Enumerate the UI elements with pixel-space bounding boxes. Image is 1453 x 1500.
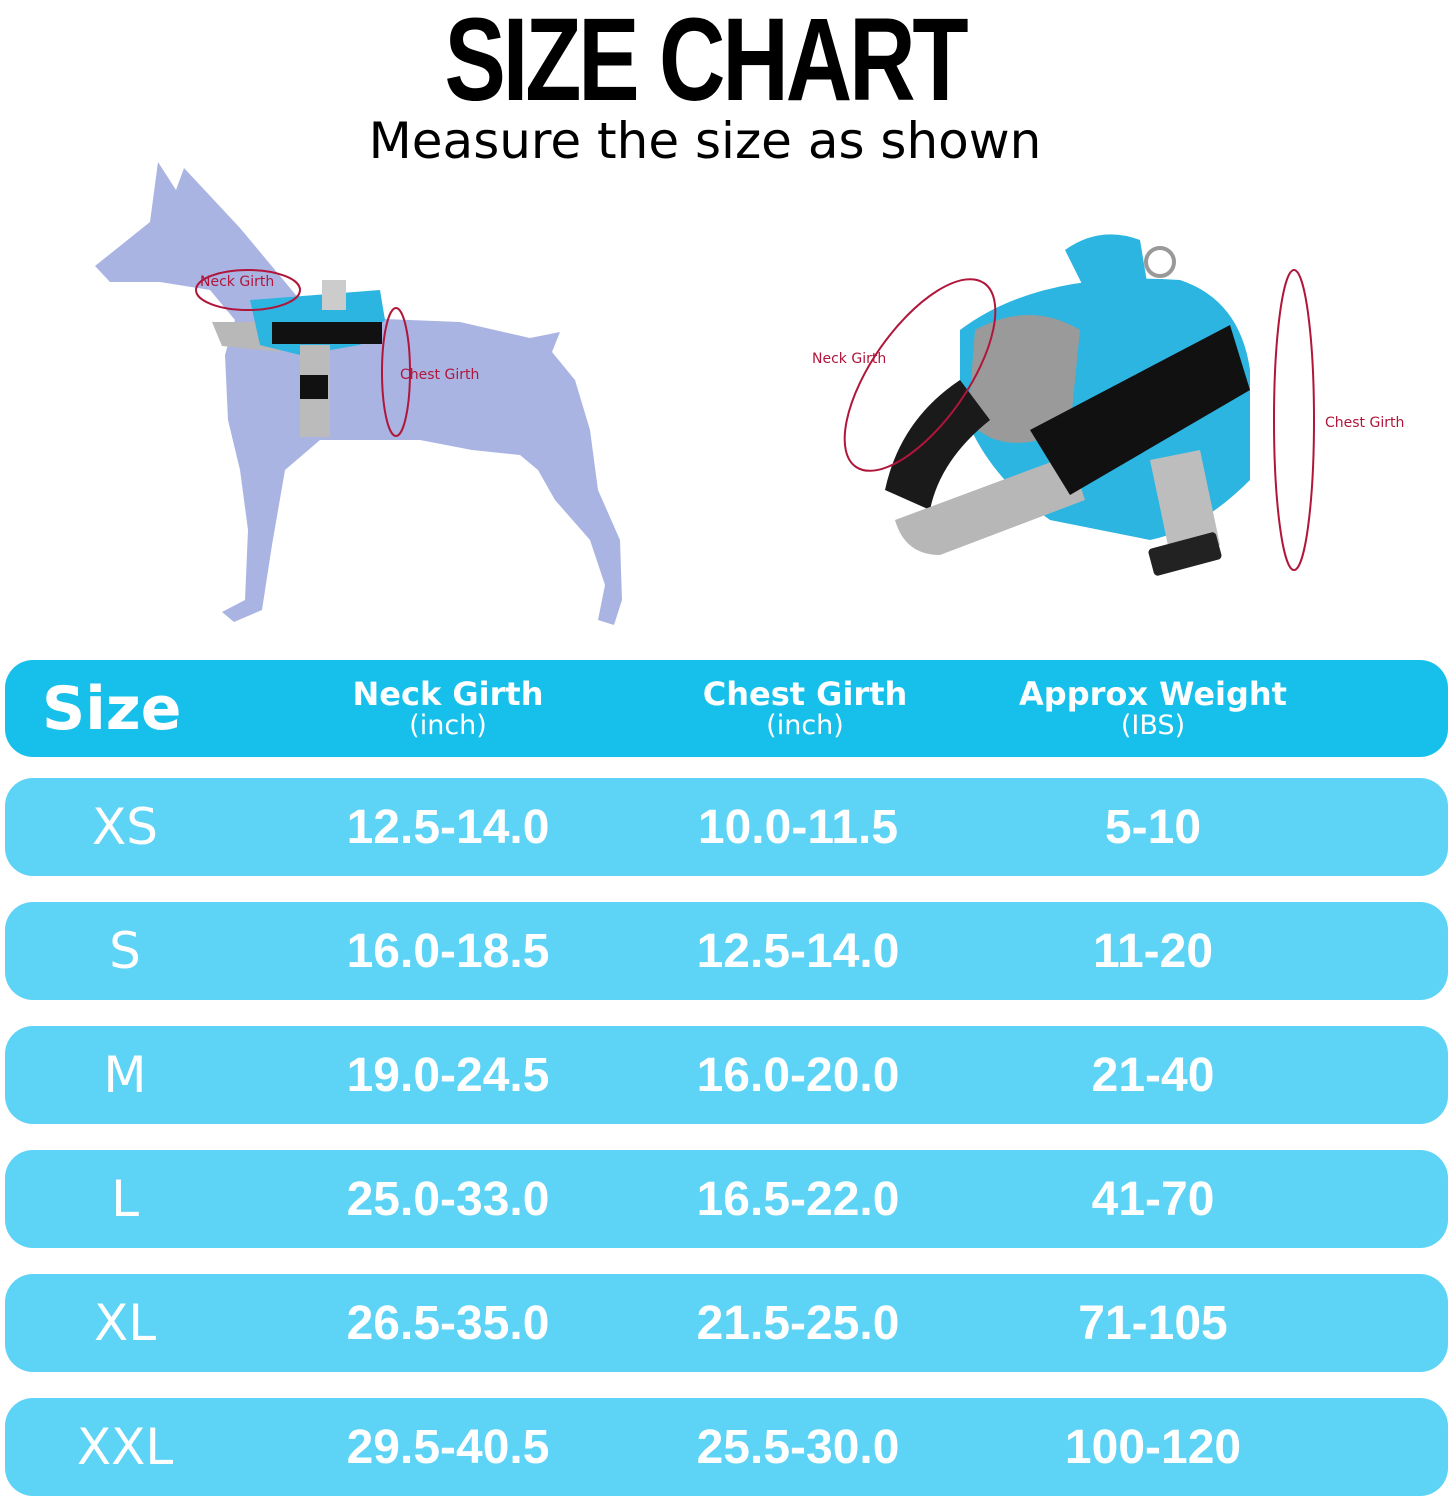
harness-neck-girth-label: Neck Girth [812, 351, 886, 367]
header-chest-girth-unit: (inch) [766, 709, 844, 741]
weight-cell: 71-105 [1078, 1296, 1228, 1350]
dog-figure: Neck Girth Chest Girth [95, 162, 622, 625]
chest-girth-cell: 10.0-11.5 [697, 800, 899, 854]
table-row: XS 12.5-14.0 10.0-11.5 5-10 [5, 778, 1448, 876]
harness-neck-band [885, 380, 990, 510]
measurement-illustrations: Neck Girth Chest Girth Neck Girth Chest … [95, 162, 1404, 625]
dog-chest-girth-label: Chest Girth [400, 367, 479, 383]
size-cell: XXL [76, 1418, 174, 1476]
neck-girth-measure-line [195, 269, 301, 311]
harness-figure: Neck Girth Chest Girth [812, 234, 1404, 576]
header-neck-girth: Neck Girth (inch) [353, 660, 544, 757]
table-row: M 19.0-24.5 16.0-20.0 21-40 [5, 1026, 1448, 1124]
table-row: XXL 29.5-40.5 25.5-30.0 100-120 [5, 1398, 1448, 1496]
weight-cell: 11-20 [1092, 924, 1214, 978]
weight-cell: 100-120 [1064, 1420, 1242, 1474]
harness-reflective-band [895, 455, 1085, 555]
weight-cell: 41-70 [1091, 1172, 1215, 1226]
harness-chest-measure-line [1273, 269, 1315, 571]
harness-mesh-pad [968, 315, 1080, 443]
table-header: Size Neck Girth (inch) Chest Girth (inch… [5, 660, 1448, 757]
harness-velcro-strap [1030, 325, 1250, 495]
size-cell: XS [92, 798, 158, 856]
header-chest-girth-label: Chest Girth [702, 674, 908, 713]
size-cell: S [109, 922, 141, 980]
weight-cell: 5-10 [1104, 800, 1202, 854]
table-row: L 25.0-33.0 16.5-22.0 41-70 [5, 1150, 1448, 1248]
page-subtitle: Measure the size as shown [368, 112, 1042, 170]
harness-side-strap [1150, 450, 1220, 555]
weight-cell: 21-40 [1091, 1048, 1215, 1102]
harness-neck-measure-line [843, 278, 997, 472]
size-cell: L [111, 1170, 139, 1228]
header-chest-girth: Chest Girth (inch) [703, 660, 908, 757]
header-approx-weight-label: Approx Weight [1019, 674, 1287, 713]
neck-girth-cell: 16.0-18.5 [346, 924, 550, 978]
table-row: XL 26.5-35.0 21.5-25.0 71-105 [5, 1274, 1448, 1372]
dog-silhouette [95, 162, 622, 625]
neck-girth-cell: 29.5-40.5 [346, 1420, 550, 1474]
chest-girth-cell: 21.5-25.0 [696, 1296, 900, 1350]
table-row: S 16.0-18.5 12.5-14.0 11-20 [5, 902, 1448, 1000]
chest-girth-cell: 12.5-14.0 [696, 924, 900, 978]
size-cell: M [103, 1046, 147, 1104]
neck-girth-cell: 19.0-24.5 [346, 1048, 550, 1102]
harness-d-ring [1144, 246, 1176, 278]
header-approx-weight: Approx Weight (IBS) [1019, 660, 1287, 757]
neck-girth-cell: 12.5-14.0 [346, 800, 550, 854]
harness-side-buckle [1148, 532, 1222, 576]
chest-girth-cell: 16.0-20.0 [696, 1048, 900, 1102]
neck-girth-cell: 25.0-33.0 [346, 1172, 550, 1226]
neck-girth-cell: 26.5-35.0 [346, 1296, 550, 1350]
header-neck-girth-label: Neck Girth [352, 674, 544, 713]
header-neck-girth-unit: (inch) [409, 709, 487, 741]
header-size: Size [42, 674, 182, 744]
chest-girth-cell: 25.5-30.0 [696, 1420, 900, 1474]
page-title: SIZE CHART [444, 0, 968, 126]
harness-buckle [300, 375, 328, 399]
harness-black-strap [272, 322, 382, 344]
harness-handle [322, 280, 346, 310]
harness-chest-girth-label: Chest Girth [1325, 415, 1404, 431]
dog-neck-girth-label: Neck Girth [200, 274, 274, 290]
size-cell: XL [93, 1294, 157, 1352]
chest-girth-cell: 16.5-22.0 [696, 1172, 900, 1226]
chest-girth-measure-line [381, 307, 411, 437]
header-approx-weight-unit: (IBS) [1120, 709, 1186, 741]
